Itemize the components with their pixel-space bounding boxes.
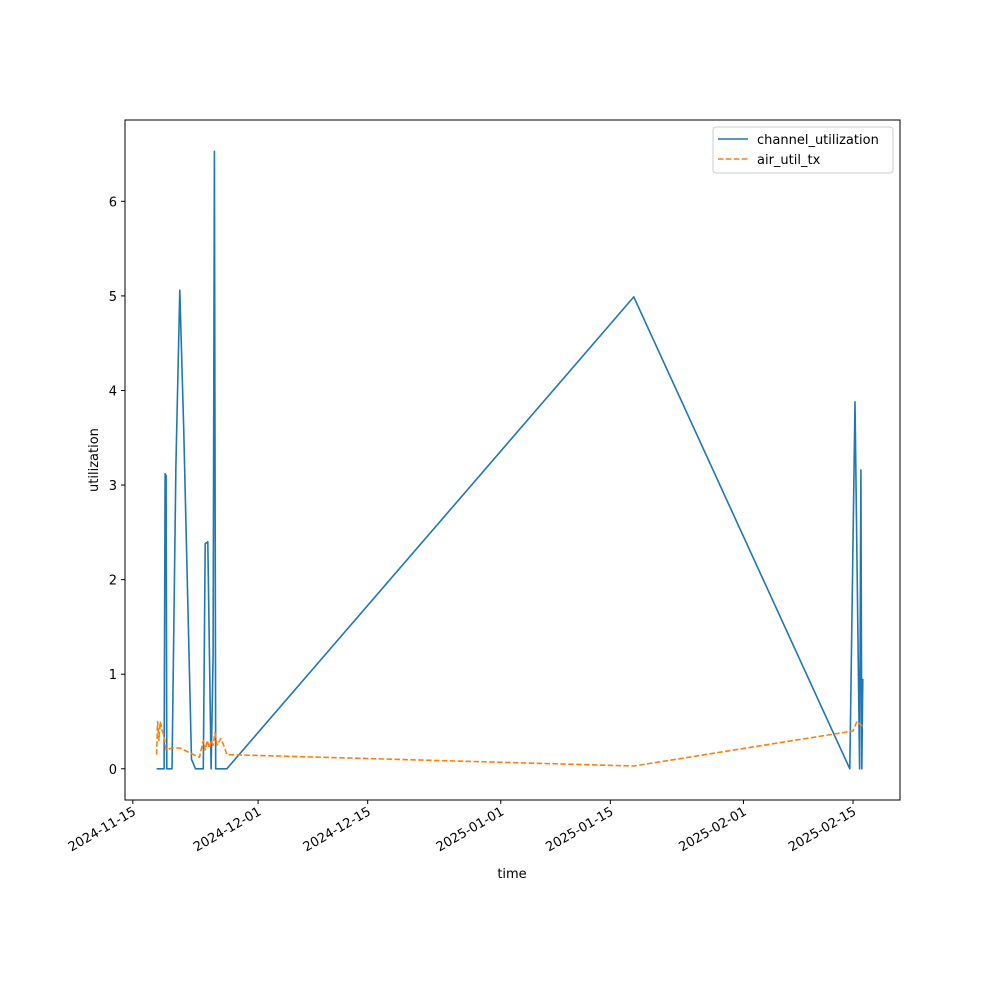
y-tick-label: 5: [109, 290, 117, 305]
series-line-air-util-tx: [155, 720, 864, 767]
y-tick-label: 1: [109, 668, 117, 683]
y-tick-label: 3: [109, 479, 117, 494]
series-line-channel-utilization: [156, 150, 864, 770]
legend-box: [712, 126, 894, 174]
legend-label-air-util-tx: air_util_tx: [757, 153, 821, 168]
y-tick-label: 0: [109, 763, 117, 778]
y-tick-label: 2: [109, 574, 117, 589]
y-axis: 0 1 2 3 4 5 6: [109, 195, 125, 778]
y-tick-label: 4: [109, 384, 117, 399]
plot-frame: [124, 119, 901, 801]
plot-content: [155, 150, 864, 770]
y-axis-label: utilization: [87, 428, 102, 492]
y-tick-label: 6: [109, 195, 117, 210]
legend: channel_utilization air_util_tx: [712, 126, 894, 174]
legend-label-channel-utilization: channel_utilization: [757, 133, 879, 148]
x-axis-label: time: [497, 867, 526, 882]
